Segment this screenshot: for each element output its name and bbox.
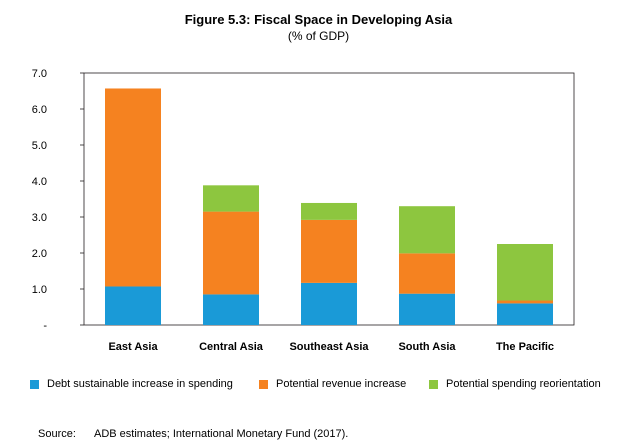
legend: Debt sustainable increase in spending Po… bbox=[0, 378, 637, 394]
legend-swatch-revenue bbox=[259, 379, 268, 389]
bar-segment bbox=[105, 88, 161, 287]
legend-label-revenue: Potential revenue increase bbox=[276, 378, 407, 390]
bar-segment bbox=[399, 253, 455, 294]
bar-segment bbox=[497, 300, 553, 304]
legend-item-revenue: Potential revenue increase bbox=[259, 378, 406, 390]
y-tick-label: 3.0 bbox=[32, 212, 47, 224]
bar-segment bbox=[203, 211, 259, 295]
stacked-bar-chart: - 1.0 2.0 3.0 4.0 5.0 6.0 7.0 East Asia Central A… bbox=[32, 68, 575, 353]
bar-segment bbox=[399, 206, 455, 254]
chart-title: Figure 5.3: Fiscal Space in Developing A… bbox=[184, 12, 453, 27]
bar-segment bbox=[497, 303, 553, 325]
source-text: ADB estimates; International Monetary Fu… bbox=[94, 428, 349, 440]
x-tick-label: Central Asia bbox=[199, 341, 264, 353]
legend-label-reorientation: Potential spending reorientation bbox=[446, 378, 601, 390]
bar-segment bbox=[301, 219, 357, 283]
bar-segment bbox=[203, 185, 259, 212]
source-label: Source: bbox=[38, 428, 76, 440]
y-tick-label: 2.0 bbox=[32, 248, 47, 260]
x-tick-label: East Asia bbox=[108, 341, 158, 353]
legend-item-debt: Debt sustainable increase in spending bbox=[30, 378, 233, 390]
y-tick-label: 5.0 bbox=[32, 140, 47, 152]
x-tick-label: Southeast Asia bbox=[289, 341, 369, 353]
y-tick-label: 7.0 bbox=[32, 68, 47, 80]
legend-item-reorientation: Potential spending reorientation bbox=[429, 378, 601, 390]
bar-segment bbox=[203, 294, 259, 325]
y-tick-label: 6.0 bbox=[32, 104, 47, 116]
legend-label-debt: Debt sustainable increase in spending bbox=[47, 378, 233, 390]
y-tick-label: 1.0 bbox=[32, 284, 47, 296]
bar-segment bbox=[399, 293, 455, 325]
bar-segment bbox=[105, 286, 161, 325]
bar-segment bbox=[301, 282, 357, 325]
x-tick-label: South Asia bbox=[398, 341, 456, 353]
chart-subtitle: (% of GDP) bbox=[287, 29, 350, 43]
source-note: Source: ADB estimates; International Mone… bbox=[38, 428, 348, 440]
y-tick-label: - bbox=[43, 320, 47, 332]
legend-swatch-reorientation bbox=[429, 379, 438, 389]
y-tick-label: 4.0 bbox=[32, 176, 47, 188]
bar-segment bbox=[301, 202, 357, 220]
x-tick-label: The Pacific bbox=[496, 341, 554, 353]
bar-segment bbox=[497, 244, 553, 301]
legend-swatch-debt bbox=[30, 379, 39, 389]
